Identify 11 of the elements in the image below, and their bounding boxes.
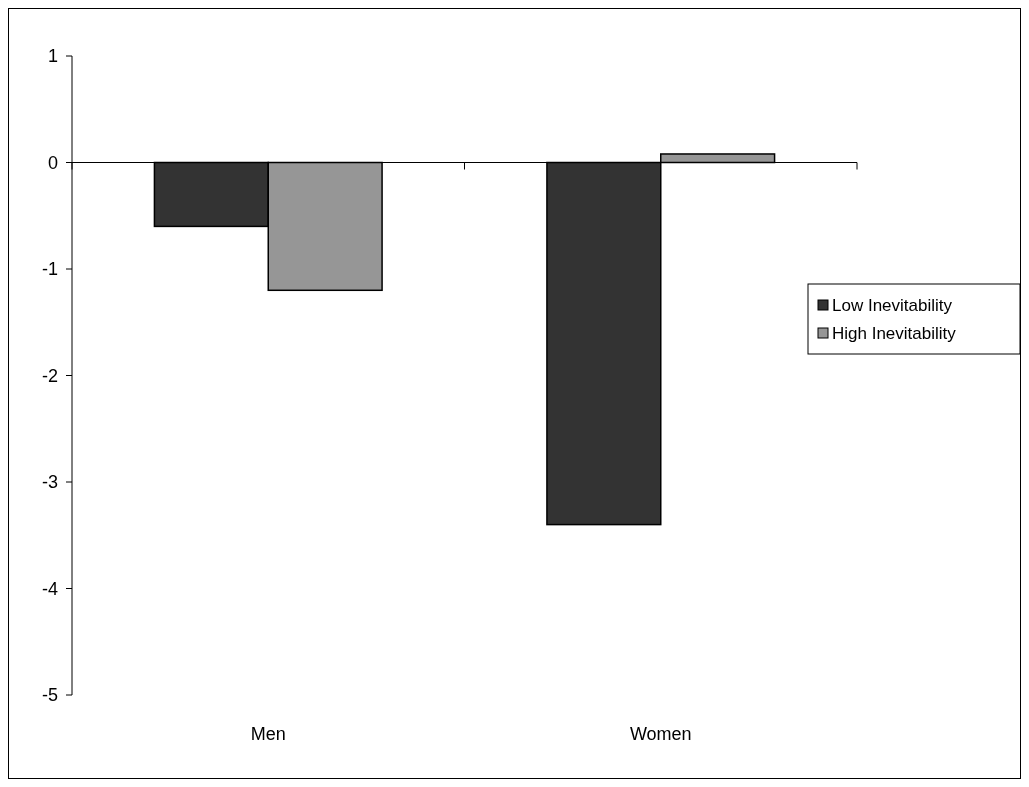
y-tick-label: -4 xyxy=(41,578,58,599)
y-tick-label: -3 xyxy=(41,472,58,493)
y-tick-label: 1 xyxy=(47,46,58,67)
y-tick-label: 0 xyxy=(47,152,58,173)
legend-label: Low Inevitability xyxy=(832,295,953,315)
x-tick-label: Men xyxy=(250,724,286,744)
y-tick-label: -1 xyxy=(41,259,58,280)
x-tick-label: Women xyxy=(629,724,692,744)
y-tick-label: -2 xyxy=(41,365,58,386)
y-tick-label: -5 xyxy=(41,685,58,706)
legend-label: High Inevitability xyxy=(832,323,957,343)
